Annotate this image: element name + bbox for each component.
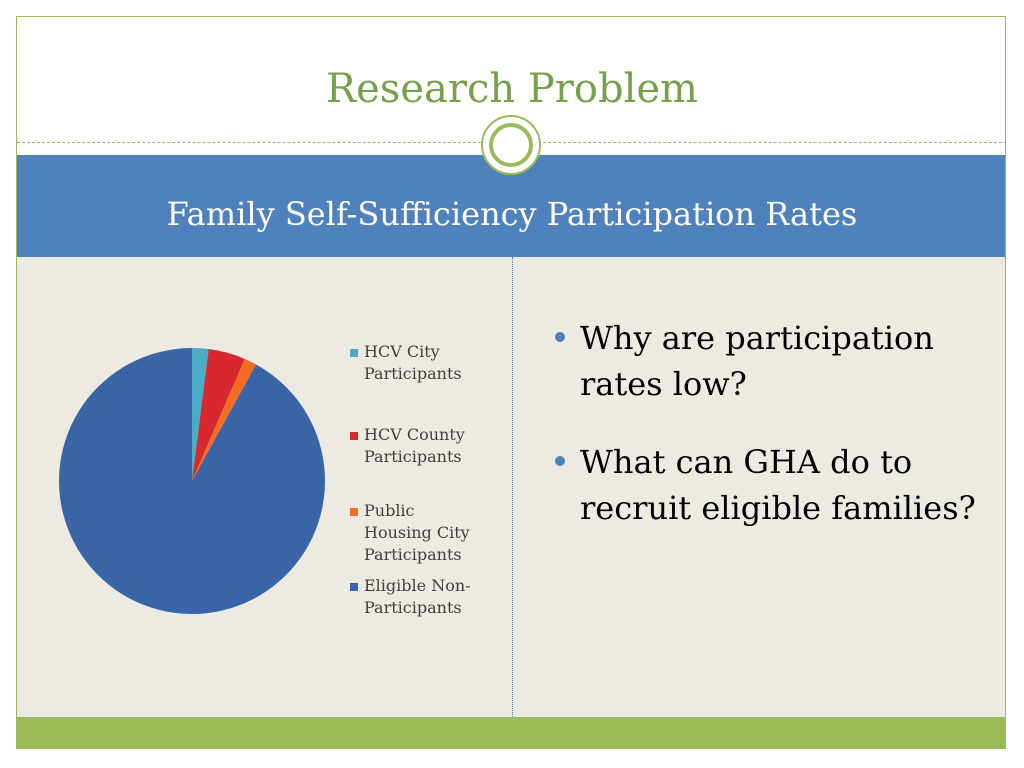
footer-bar — [17, 717, 1005, 748]
slide-title: Research Problem — [326, 66, 698, 112]
chart-legend: HCV City Participants HCV County Participan… — [350, 342, 471, 617]
bullet-item: What can GHA do to recruit eligible fami… — [551, 439, 981, 531]
legend-swatch — [350, 583, 358, 591]
pie-slice-hcv-county-participants — [192, 349, 245, 481]
legend-swatch — [350, 432, 358, 440]
legend-swatch — [350, 508, 358, 516]
legend-label: HCV County Participants — [364, 425, 465, 466]
slide: Research Problem Family Self-Sufficiency… — [16, 16, 1006, 749]
pie-slice-eligible-non-participants — [59, 348, 326, 614]
bullet-item: Why are participation rates low? — [551, 315, 981, 407]
column-divider — [512, 257, 513, 717]
bullet-dot-icon — [555, 456, 565, 466]
pie-slice-public-housing-city-participants — [192, 358, 257, 481]
content-area: HCV City Participants HCV County Participan… — [17, 257, 1005, 717]
subtitle-band: Family Self-Sufficiency Participation Ra… — [17, 155, 1005, 257]
pie-slices — [59, 348, 326, 614]
bullet-text: What can GHA do to recruit eligible fami… — [580, 443, 976, 527]
pie-chart: HCV City Participants HCV County Participan… — [59, 342, 471, 617]
legend-label: HCV City Participants — [364, 342, 462, 383]
legend-label: Public Housing City Participants — [364, 501, 470, 564]
bullet-text: Why are participation rates low? — [580, 319, 934, 403]
bullet-list: Why are participation rates low? What ca… — [551, 315, 981, 563]
slide-subtitle: Family Self-Sufficiency Participation Ra… — [166, 195, 858, 233]
legend-swatch — [350, 349, 358, 357]
pie-slice-hcv-city-participants — [192, 348, 209, 481]
legend-label: Eligible Non-Participants — [364, 576, 471, 617]
bullet-dot-icon — [555, 332, 565, 342]
circle-ornament-icon — [481, 115, 541, 175]
